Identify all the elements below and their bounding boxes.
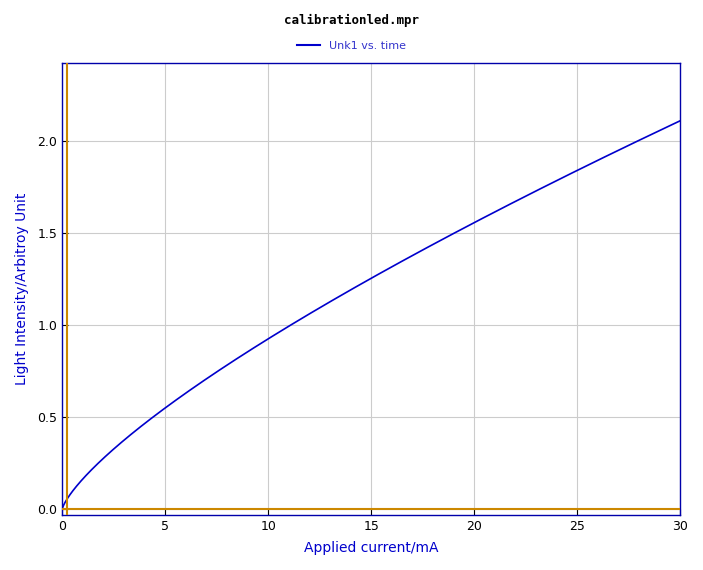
Y-axis label: Light Intensity/Arbitroy Unit: Light Intensity/Arbitroy Unit	[15, 193, 29, 385]
X-axis label: Applied current/mA: Applied current/mA	[304, 541, 439, 555]
Text: calibrationled.mpr: calibrationled.mpr	[284, 14, 419, 27]
Legend: Unk1 vs. time: Unk1 vs. time	[293, 37, 410, 56]
